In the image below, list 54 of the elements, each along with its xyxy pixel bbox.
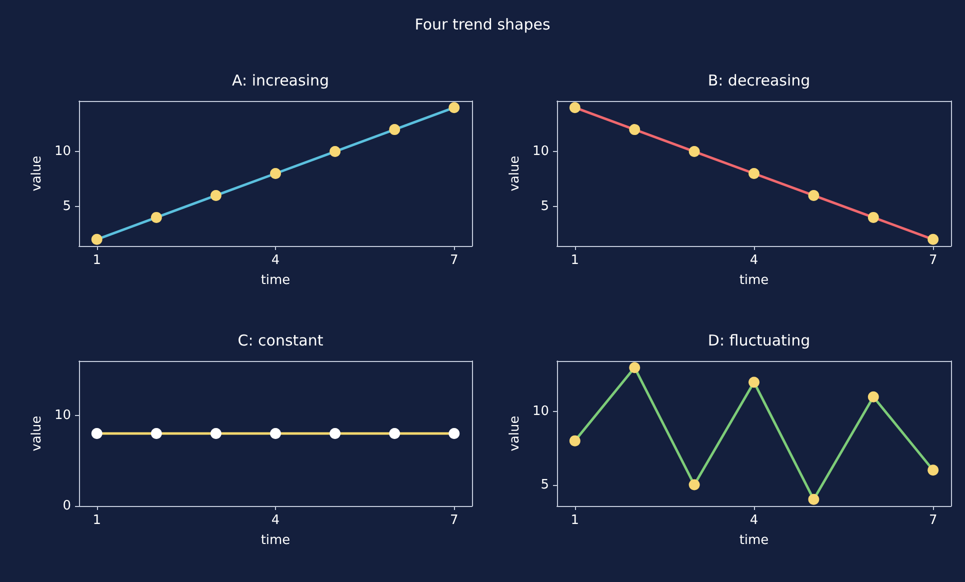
x-tick-label: 4 <box>750 513 758 528</box>
point <box>748 376 760 388</box>
point <box>448 102 460 114</box>
point <box>569 102 580 114</box>
point <box>629 362 640 374</box>
point <box>270 168 281 179</box>
x-tick-label: 1 <box>570 513 580 528</box>
x-axis-title: time <box>739 273 769 288</box>
x-tick-label: 4 <box>750 253 758 268</box>
y-tick-label: 10 <box>54 408 71 423</box>
x-tick-label: 7 <box>928 253 938 268</box>
y-tick-label: 10 <box>532 404 549 420</box>
x-tick-label: 1 <box>570 253 580 268</box>
point <box>868 391 879 402</box>
point <box>389 124 400 136</box>
point <box>868 212 879 223</box>
x-tick-label: 4 <box>271 253 280 268</box>
x-tick-label: 1 <box>92 253 102 268</box>
text: Four trend shapes <box>414 16 550 34</box>
point <box>91 234 102 245</box>
x-tick-label: 4 <box>271 513 280 528</box>
y-tick-label: 5 <box>540 477 549 492</box>
y-axis-title: value <box>508 416 523 452</box>
x-tick-label: 7 <box>450 513 458 528</box>
x-axis-title: time <box>260 273 290 288</box>
y-tick-label: 0 <box>62 498 71 514</box>
point <box>748 168 760 179</box>
point <box>210 190 222 201</box>
chart-title: D: fluctuating <box>708 332 810 350</box>
x-tick-label: 7 <box>928 513 938 528</box>
chart-title: A: increasing <box>232 72 330 90</box>
chart-title: C: constant <box>238 332 324 350</box>
point <box>688 146 700 158</box>
x-axis-title: time <box>739 533 769 548</box>
point <box>808 494 820 505</box>
point <box>569 435 580 446</box>
point <box>808 190 820 201</box>
y-axis-title: value <box>30 416 45 452</box>
point <box>330 146 341 158</box>
point <box>150 212 162 223</box>
x-axis-title: time <box>260 533 290 548</box>
point <box>928 234 939 245</box>
y-axis-title: value <box>30 156 45 192</box>
point <box>629 124 640 136</box>
point <box>928 464 939 476</box>
x-tick-label: 7 <box>450 253 458 268</box>
chart-title: B: decreasing <box>708 72 810 90</box>
x-tick-label: 1 <box>92 513 102 528</box>
point <box>688 479 700 490</box>
y-tick-label: 10 <box>532 144 549 160</box>
y-tick-label: 5 <box>540 198 549 214</box>
y-tick-label: 5 <box>62 198 71 214</box>
y-axis-title: value <box>508 156 523 192</box>
y-tick-label: 10 <box>54 144 71 160</box>
